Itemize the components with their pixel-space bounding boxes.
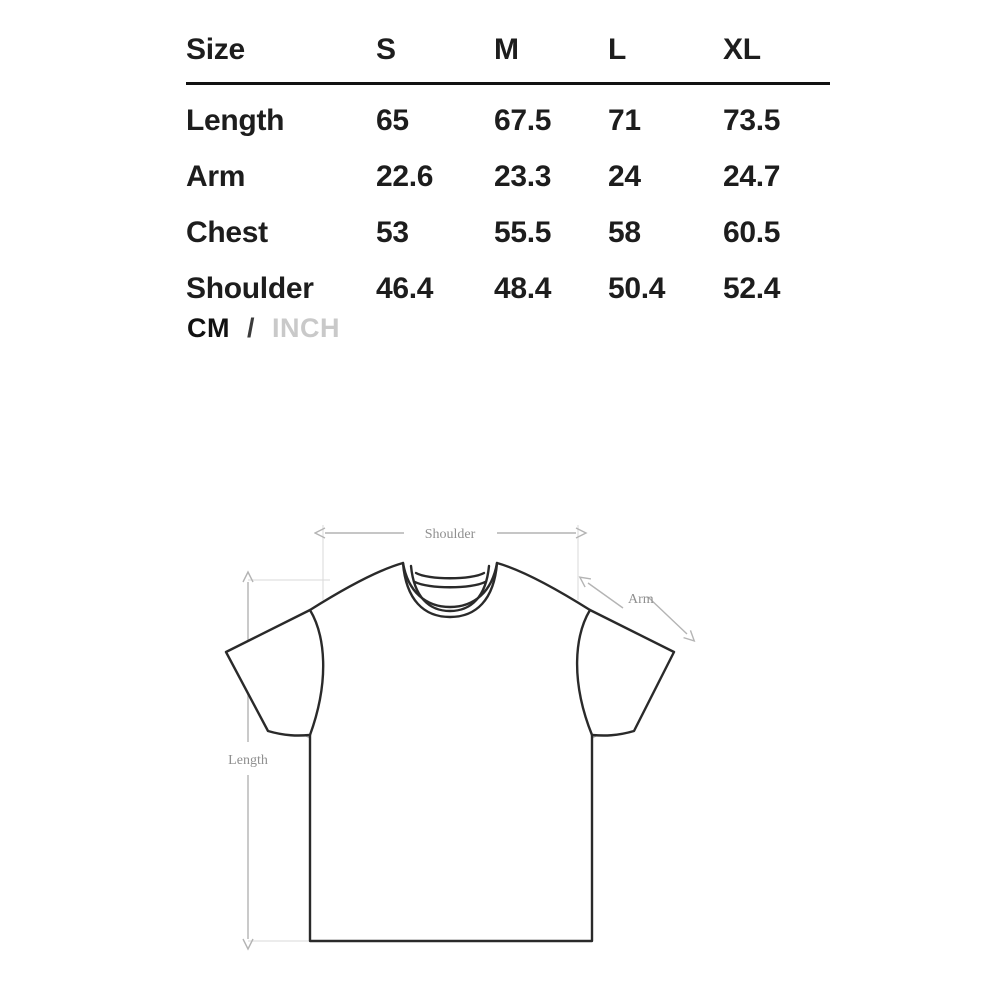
tshirt-outline [224, 561, 676, 943]
chest-dimension-label: Chest [436, 728, 468, 743]
left-sleeve-seam [308, 608, 325, 737]
column-header-l: L [608, 33, 627, 66]
table-row: Shoulder 46.4 48.4 50.4 52.4 [186, 261, 830, 317]
arm-dimension-line-lower [647, 596, 696, 642]
length-dimension-label: Length [228, 753, 268, 768]
column-header-size: Size [186, 33, 245, 66]
unit-separator: / [247, 313, 256, 343]
cell-arm-xl: 24.7 [723, 160, 781, 193]
column-header-m: M [494, 33, 519, 66]
tshirt-body-path [224, 561, 676, 943]
row-label-shoulder: Shoulder [186, 272, 314, 305]
unit-toggle[interactable]: CM / INCH [187, 313, 340, 344]
cell-arm-l: 24 [608, 160, 641, 193]
cell-shoulder-l: 50.4 [608, 272, 666, 305]
arm-dimension: Arm [578, 576, 696, 642]
cell-chest-xl: 60.5 [723, 216, 781, 249]
cell-chest-m: 55.5 [494, 216, 552, 249]
table-row: Length 65 67.5 71 73.5 [186, 84, 830, 150]
table-row: Chest 53 55.5 58 60.5 [186, 205, 830, 261]
collar-back-band [414, 571, 486, 580]
collar-back-band-lower [413, 580, 487, 589]
collar-inner-arc [409, 564, 491, 613]
right-sleeve-seam [575, 608, 594, 737]
table-header: Size S M L XL [186, 24, 830, 84]
collar-outer-arc [401, 561, 499, 619]
length-dimension: Length [228, 570, 268, 951]
chest-dimension: Chest [312, 728, 602, 743]
cell-length-m: 67.5 [494, 104, 552, 137]
row-label-chest: Chest [186, 216, 268, 249]
row-label-arm: Arm [186, 160, 246, 193]
column-header-xl: XL [723, 33, 761, 66]
cell-length-l: 71 [608, 104, 641, 137]
cell-chest-s: 53 [376, 216, 409, 249]
cell-shoulder-xl: 52.4 [723, 272, 781, 305]
cell-shoulder-m: 48.4 [494, 272, 552, 305]
cell-chest-l: 58 [608, 216, 641, 249]
cell-arm-s: 22.6 [376, 160, 434, 193]
unit-option-inch[interactable]: INCH [272, 313, 341, 343]
cell-arm-m: 23.3 [494, 160, 552, 193]
table-header-row: Size S M L XL [186, 24, 830, 84]
measurements-table: Size S M L XL Length 65 67.5 71 73.5 Arm… [186, 24, 830, 317]
shoulder-dimension: Shoulder [325, 527, 588, 542]
table-body: Length 65 67.5 71 73.5 Arm 22.6 23.3 24 … [186, 84, 830, 318]
column-header-s: S [376, 33, 396, 66]
table-row: Arm 22.6 23.3 24 24.7 [186, 149, 830, 205]
cell-shoulder-s: 46.4 [376, 272, 434, 305]
unit-option-cm[interactable]: CM [187, 313, 230, 343]
cell-length-xl: 73.5 [723, 104, 781, 137]
arm-dimension-label: Arm [628, 592, 654, 607]
guide-lines [248, 525, 593, 942]
shoulder-dimension-label: Shoulder [425, 527, 476, 542]
row-label-length: Length [186, 104, 285, 137]
arm-dimension-line-upper [578, 576, 624, 609]
size-chart-table: Size S M L XL Length 65 67.5 71 73.5 Arm… [186, 24, 830, 317]
cell-length-s: 65 [376, 104, 409, 137]
